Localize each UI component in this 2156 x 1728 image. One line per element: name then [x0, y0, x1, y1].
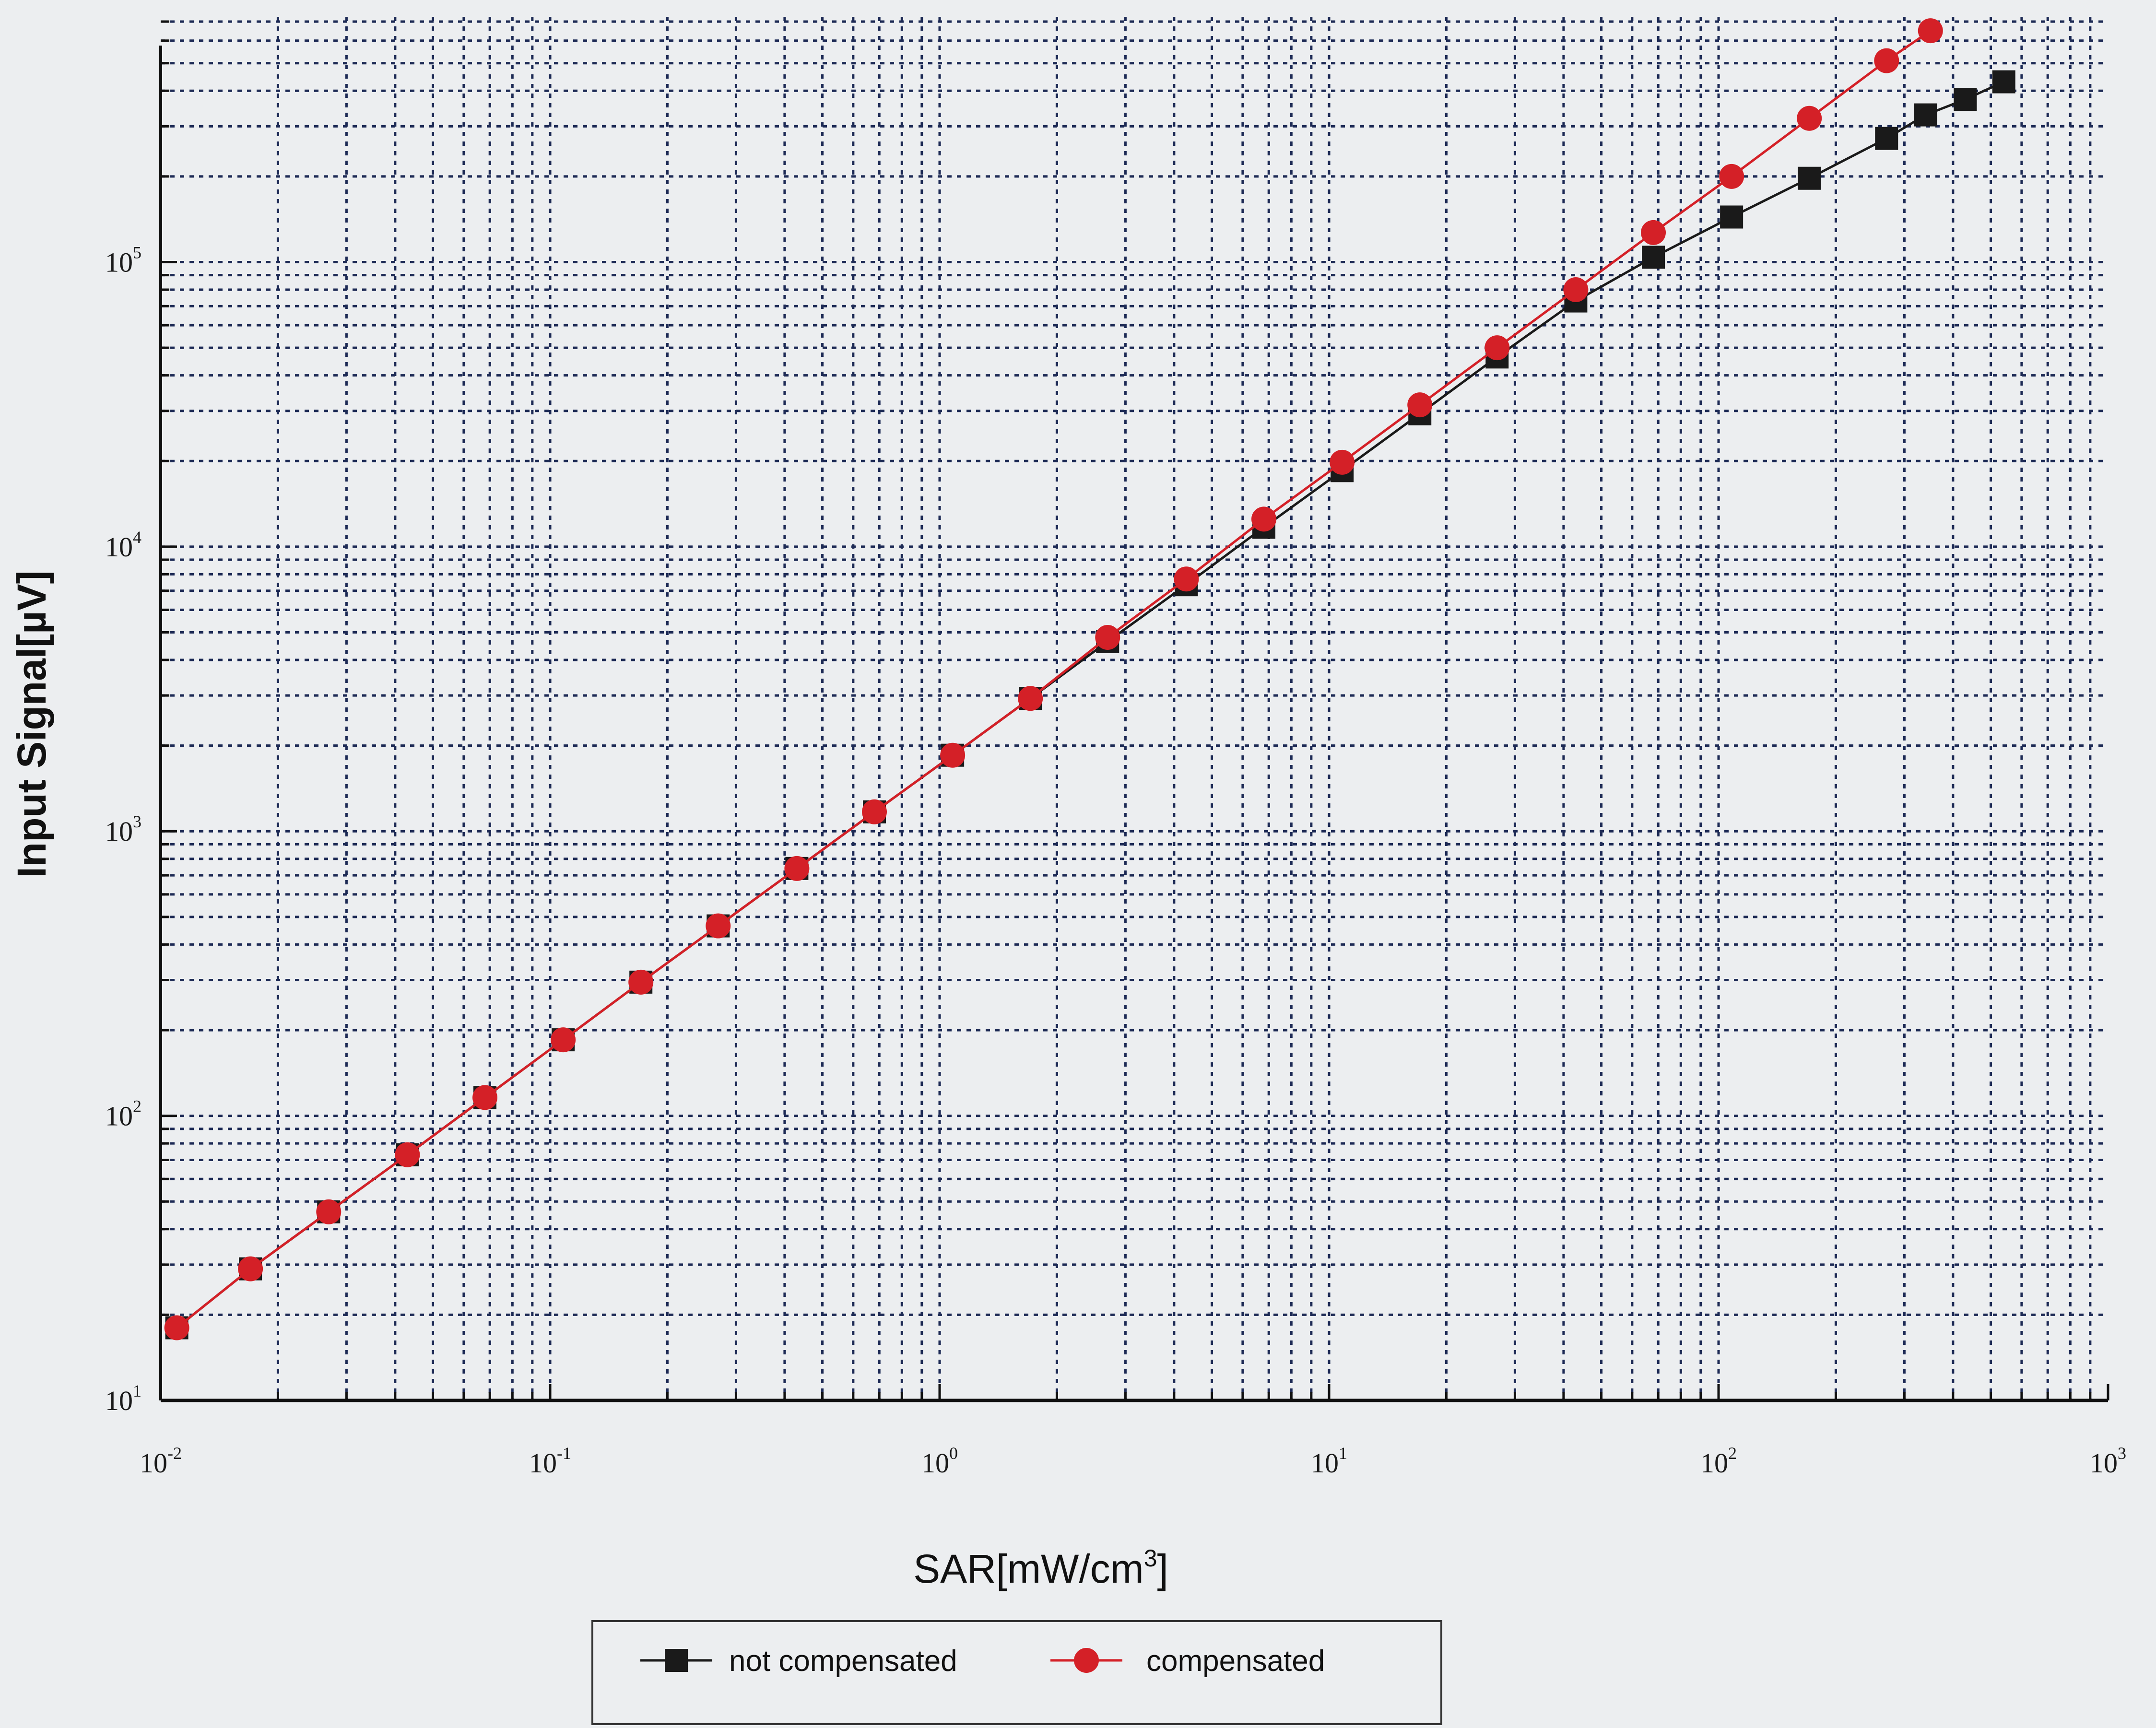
legend-marker — [1074, 1648, 1099, 1673]
data-point — [1563, 277, 1589, 302]
data-point — [1330, 449, 1355, 475]
data-point — [1992, 70, 2015, 94]
x-tick-label: 10-2 — [140, 1444, 182, 1479]
x-tick-label: 10-1 — [529, 1444, 571, 1479]
data-point — [1018, 686, 1043, 711]
grid-lines — [161, 17, 2108, 1400]
x-tick-label: 101 — [1311, 1444, 1347, 1479]
series-line — [176, 81, 2004, 1329]
data-point — [1174, 566, 1199, 592]
y-tick-label: 103 — [105, 812, 141, 847]
data-point — [1720, 205, 1744, 229]
data-point — [706, 913, 731, 939]
data-point — [861, 799, 887, 824]
data-point — [628, 969, 654, 995]
data-point — [1914, 103, 1937, 127]
axes — [159, 20, 2109, 1402]
y-tick-label: 105 — [105, 243, 141, 278]
legend-marker — [665, 1649, 688, 1672]
y-tick-label: 104 — [105, 528, 141, 563]
data-point — [238, 1256, 263, 1281]
data-point — [316, 1199, 342, 1224]
data-point — [395, 1142, 420, 1167]
legend-label: compensated — [1146, 1645, 1325, 1678]
data-point — [940, 742, 966, 768]
legend-label: not compensated — [729, 1645, 957, 1678]
data-point — [1874, 48, 1899, 73]
data-point — [1641, 246, 1665, 269]
data-point — [1918, 18, 1943, 44]
data-point — [1875, 127, 1898, 150]
data-point — [472, 1085, 497, 1110]
series-not-compensated — [165, 70, 2015, 1340]
legend-item: not compensated — [640, 1645, 957, 1678]
x-axis-title: SAR[mW/cm3] — [913, 1545, 1168, 1591]
legend-box — [591, 1620, 1442, 1725]
data-point — [1407, 392, 1433, 418]
series-line — [176, 30, 1932, 1329]
tick-labels: 10-2 10-1 100 101 102 103 101 102 103 104 105 — [105, 243, 2126, 1479]
data-point — [784, 856, 810, 881]
data-point — [1251, 506, 1276, 532]
x-tick-label: 102 — [1700, 1444, 1737, 1479]
data-point — [1797, 106, 1822, 131]
data-point — [164, 1315, 189, 1340]
data-point — [551, 1027, 576, 1053]
data-point — [1095, 624, 1120, 650]
data-point — [1798, 166, 1821, 190]
data-point — [1640, 220, 1666, 245]
x-tick-label: 103 — [2090, 1444, 2126, 1479]
legend: not compensated compensated — [591, 1620, 1442, 1725]
data-point — [1719, 164, 1744, 189]
x-tick-label: 100 — [921, 1444, 958, 1479]
data-point — [1484, 335, 1510, 361]
y-tick-label: 102 — [105, 1097, 141, 1132]
y-axis-title: Input Signal[µV] — [9, 571, 54, 878]
legend-item: compensated — [1050, 1645, 1325, 1678]
series-compensated — [164, 18, 1943, 1340]
series-layer — [164, 18, 2015, 1340]
y-tick-label: 101 — [105, 1381, 141, 1416]
data-point — [1954, 88, 1977, 111]
